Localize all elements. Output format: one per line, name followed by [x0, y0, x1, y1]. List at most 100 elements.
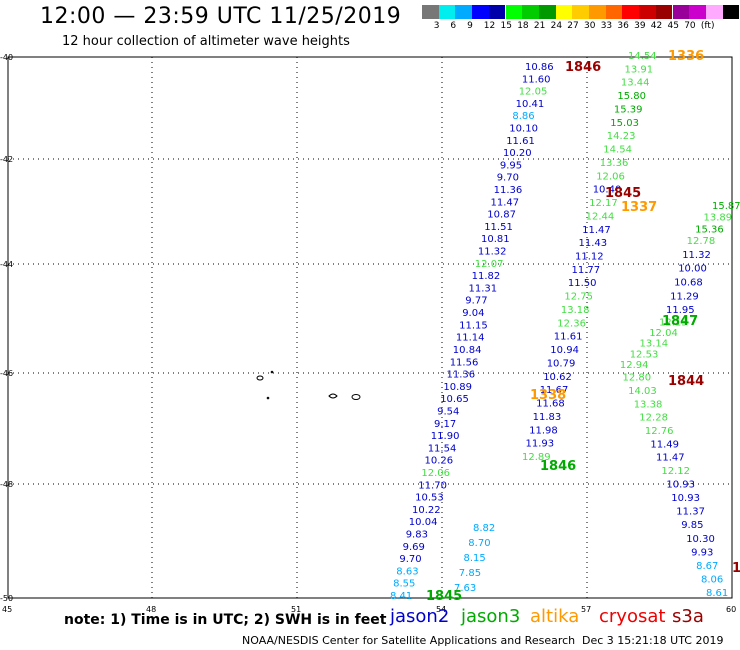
scale-label: 45	[667, 21, 679, 31]
lat-label: -50	[0, 594, 13, 603]
axis-labels: 45 48 51 54 57 60 -40 -42 -44 -46 -48 -50	[0, 53, 736, 614]
wave-height-label: 14.03	[628, 386, 657, 397]
scale-label: 70	[684, 21, 696, 31]
lon-label: 54	[436, 605, 446, 614]
wave-height-label: 10.20	[503, 148, 532, 159]
wave-height-label: 12.53	[630, 349, 659, 360]
wave-height-label: 9.83	[406, 530, 428, 541]
wave-height-label: 11.47	[491, 197, 520, 208]
wave-height-label: 8.67	[696, 561, 718, 572]
scale-label: (ft)	[700, 21, 715, 31]
lat-label: -42	[0, 155, 13, 164]
wave-height-label: 10.41	[516, 99, 545, 110]
wave-height-label: 12.75	[564, 292, 593, 303]
wave-height-label: 10.40	[593, 185, 622, 196]
wave-height-label: 14.54	[628, 51, 657, 62]
wave-height-label: 11.70	[418, 480, 447, 491]
wave-height-label: 14.23	[607, 131, 636, 142]
scale-label: 24	[550, 21, 563, 31]
wave-height-label: 12.94	[620, 360, 649, 371]
wave-height-label: 12.15	[659, 317, 688, 328]
wave-height-label: 11.37	[676, 507, 705, 518]
scale-swatch	[672, 5, 690, 19]
wave-height-label: 11.82	[472, 271, 501, 282]
island-5	[351, 394, 361, 400]
wave-height-label: 11.36	[494, 185, 523, 196]
lon-label: 45	[2, 605, 12, 614]
scale-label: 30	[584, 21, 596, 31]
wave-height-label: 9.93	[691, 547, 713, 558]
scale-swatch	[505, 5, 523, 19]
lat-label: -44	[0, 260, 13, 269]
graticule	[8, 57, 732, 598]
wave-height-label: 10.10	[509, 124, 538, 135]
wave-height-label: 10.26	[425, 456, 454, 467]
wave-height-label: 11.56	[450, 357, 479, 368]
wave-height-label: 11.83	[533, 412, 562, 423]
wave-height-label: 8.55	[393, 579, 415, 590]
wave-height-label: 11.77	[572, 265, 601, 276]
credit-text: NOAA/NESDIS Center for Satellite Applica…	[242, 634, 576, 647]
wave-height-label: 11.90	[431, 431, 460, 442]
wave-height-label: 11.12	[575, 252, 604, 263]
scale-label: 36	[617, 21, 629, 31]
wave-height-label: 9.54	[437, 407, 459, 418]
wave-height-label: 10.68	[674, 278, 703, 289]
wave-height-label: 10.22	[412, 505, 441, 516]
wave-height-label: 13.44	[621, 78, 650, 89]
scale-swatch	[722, 5, 740, 19]
wave-height-label: 12.80	[623, 373, 652, 384]
map-frame	[7, 56, 733, 599]
wave-height-label: 9.70	[399, 554, 421, 565]
wave-height-label: 11.98	[529, 425, 558, 436]
wave-height-label: 13.89	[704, 213, 733, 224]
scale-swatch	[655, 5, 673, 19]
scale-swatch	[522, 5, 539, 19]
wave-height-label: 11.36	[447, 370, 476, 381]
islands	[256, 370, 361, 400]
wave-height-label: 11.50	[568, 278, 597, 289]
legend-cryosat: cryosat	[599, 606, 666, 627]
legend-jason2: jason2	[390, 606, 450, 627]
wave-height-label: 11.67	[540, 385, 569, 396]
legend-altika: altika	[530, 606, 580, 627]
lat-label: -40	[0, 53, 13, 62]
wave-height-label: 9.85	[681, 520, 703, 531]
wave-height-label: 10.93	[666, 480, 695, 491]
lon-label: 57	[581, 605, 591, 614]
wave-height-label: 10.94	[550, 345, 579, 356]
wave-height-label: 12.06	[421, 468, 450, 479]
wave-height-label: 8.61	[706, 588, 728, 599]
wave-height-label: 15.87	[712, 201, 740, 212]
scale-label: 9	[467, 21, 473, 31]
wave-height-label: 11.95	[666, 305, 695, 316]
island-3	[266, 396, 270, 400]
wave-height-label: 12.44	[586, 211, 615, 222]
wave-height-label: 11.32	[478, 247, 507, 258]
wave-height-label: 12.76	[645, 426, 674, 437]
footer-note: note: 1) Time is in UTC; 2) SWH is in fe…	[64, 612, 387, 628]
wave-height-label: 9.17	[434, 419, 456, 430]
wave-height-label: 13.14	[640, 339, 669, 350]
scale-label: 6	[450, 21, 457, 31]
wave-height-label: 15.03	[610, 118, 639, 129]
time-tag: 1337	[621, 200, 657, 215]
island-2	[270, 370, 274, 374]
page-title: 12:00 — 23:59 UTC 11/25/2019	[40, 4, 402, 29]
legend-jason3: jason3	[461, 606, 521, 627]
wave-height-label: 9.77	[465, 296, 487, 307]
wave-height-label: 9.04	[462, 308, 484, 319]
scale-swatch	[455, 5, 473, 19]
island-1	[256, 375, 264, 381]
wave-height-label: 11.32	[682, 250, 711, 261]
wave-height-label: 12.06	[596, 171, 625, 182]
wave-height-label: 11.61	[506, 136, 535, 147]
wave-height-label: 11.14	[456, 333, 485, 344]
time-tag: 1846	[540, 459, 576, 474]
wave-height-label: 12.89	[522, 452, 551, 463]
wave-height-label: 11.93	[526, 439, 555, 450]
wave-height-label: 10.79	[547, 358, 576, 369]
time-tag: 1845	[605, 186, 641, 201]
wave-height-label: 11.47	[656, 453, 685, 464]
wave-height-label: 12.36	[557, 318, 586, 329]
